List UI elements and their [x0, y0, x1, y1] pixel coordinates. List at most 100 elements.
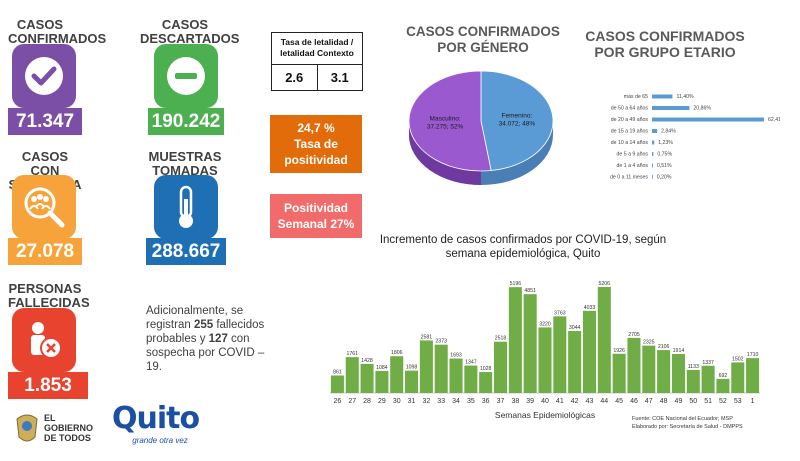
weekly-value-label: 1028 — [480, 366, 492, 372]
letalidad-table: Tasa de letalidad / letalidad Contexto 2… — [271, 32, 363, 91]
casos-confirmados-title: CASOS CONFIRMADOS — [8, 17, 107, 46]
weekly-value-label: 5206 — [599, 281, 611, 287]
muestras-icon-tile — [154, 175, 218, 239]
weekly-value-label: 1337 — [702, 360, 714, 366]
muestras-tomadas-title: MUESTRAS TOMADAS — [148, 149, 222, 178]
age-bar — [652, 94, 673, 99]
weekly-tick-label: 51 — [704, 398, 712, 405]
weekly-bar — [360, 363, 374, 393]
weekly-bar — [523, 294, 537, 393]
pie-label-masculino: Masculino: — [430, 116, 461, 123]
casos-descartados-value: 190.242 — [148, 108, 224, 135]
weekly-value-label: 2106 — [658, 344, 670, 350]
tasa-positividad-label-2: positividad — [284, 153, 348, 167]
weekly-chart-title: Incremento de casos confirmados por COVI… — [379, 234, 667, 260]
magnify-people-icon — [24, 187, 65, 228]
weekly-value-label: 1428 — [361, 358, 373, 364]
age-value-label: 62,41% — [768, 117, 780, 123]
personas-fallecidas-value: 1.853 — [8, 372, 88, 399]
age-category-label: más de 65 — [624, 94, 648, 100]
letalidad-header: Tasa de letalidad / letalidad Contexto — [272, 33, 362, 65]
age-value-label: 20,86% — [693, 106, 711, 112]
weekly-tick-label: 48 — [660, 398, 668, 405]
pie-value-femenino: 34.072; 48% — [499, 120, 536, 127]
weekly-tick-label: 29 — [378, 398, 386, 405]
weekly-tick-label: 34 — [452, 398, 460, 405]
weekly-bar — [330, 375, 344, 393]
weekly-value-label: 3763 — [554, 310, 566, 316]
tasa-positividad-value: 24,7 % — [297, 121, 335, 135]
weekly-value-label: 2705 — [628, 332, 640, 338]
age-group-bar-chart: más de 65 11,40% de 50 a 64 años 20,86% de 2… — [610, 94, 780, 181]
weekly-tick-label: 45 — [615, 398, 623, 405]
quito-logo-tagline: grande otra vez — [132, 436, 188, 445]
age-value-label: 1,23% — [658, 140, 673, 146]
age-value-label: 0,75% — [657, 152, 672, 158]
weekly-tick-label: 26 — [334, 398, 342, 405]
check-circle-icon — [25, 57, 63, 95]
age-bar — [652, 140, 655, 145]
weekly-tick-label: 35 — [467, 398, 475, 405]
fallecidas-icon-tile — [12, 308, 76, 372]
weekly-bar — [538, 327, 552, 393]
casos-con-sospecha-value: 27.078 — [8, 238, 82, 265]
weekly-bar — [405, 370, 419, 393]
weekly-bar — [582, 310, 597, 393]
quito-logo: Quito grande otra vez — [112, 404, 208, 448]
weekly-bar — [464, 365, 478, 393]
weekly-bar — [493, 341, 508, 393]
weekly-chart-xlabel: Semanas Epidemiológicas — [494, 410, 596, 420]
thermometer-icon — [179, 185, 193, 228]
age-category-label: de 1 a 4 años — [617, 163, 649, 169]
weekly-bar — [568, 330, 582, 393]
weekly-bar — [746, 358, 760, 393]
fallecidos-probables-note: Adicionalmente, se registran 255 falleci… — [146, 305, 265, 373]
weekly-bar — [419, 340, 433, 393]
person-x-icon — [31, 322, 62, 359]
weekly-value-label: 3044 — [569, 325, 581, 331]
weekly-bar — [375, 370, 389, 393]
weekly-bar — [701, 365, 715, 393]
weekly-bar-chart: 861 26 1761 27 1428 28 1084 29 1806 30 1098 31 2581 3… — [330, 281, 760, 405]
age-value-label: 11,40% — [676, 94, 694, 100]
weekly-bar — [612, 353, 626, 393]
age-category-label: de 20 a 49 años — [611, 117, 649, 123]
weekly-tick-label: 30 — [393, 398, 401, 405]
gender-pie-chart: Femenino:34.072; 48% Masculino:37.275; 52… — [408, 70, 554, 185]
gobierno-logo-text: EL GOBIERNO DE TODOS — [44, 413, 94, 443]
weekly-bar — [553, 316, 567, 393]
weekly-tick-label: 31 — [408, 398, 416, 405]
weekly-bar — [434, 344, 448, 393]
weekly-tick-label: 27 — [348, 398, 356, 405]
weekly-value-label: 1098 — [406, 365, 418, 371]
positividad-semanal-value: Semanal 27% — [277, 217, 355, 231]
weekly-value-label: 1806 — [391, 350, 403, 356]
weekly-tick-label: 43 — [586, 398, 594, 405]
weekly-tick-label: 32 — [422, 398, 430, 405]
age-value-label: 0,20% — [657, 175, 672, 181]
positividad-semanal-label: Positividad — [283, 201, 348, 215]
weekly-value-label: 1761 — [346, 351, 358, 357]
weekly-value-label: 3220 — [539, 321, 551, 327]
age-chart-title: CASOS CONFIRMADOS POR GRUPO ETARIO — [585, 28, 745, 60]
weekly-value-label: 1084 — [376, 365, 388, 371]
minus-circle-icon — [167, 57, 205, 95]
age-bar — [652, 106, 690, 110]
weekly-value-label: 2518 — [495, 336, 507, 342]
age-value-label: 2,84% — [661, 129, 676, 135]
quito-logo-word: Quito — [112, 401, 200, 436]
weekly-tick-label: 36 — [482, 398, 490, 405]
weekly-value-label: 2581 — [421, 334, 433, 340]
pie-label-femenino: Femenino: — [502, 112, 533, 119]
letalidad-contexto-value: 3.1 — [316, 65, 363, 90]
weekly-tick-label: 53 — [734, 398, 742, 405]
weekly-value-label: 1926 — [613, 348, 625, 354]
casos-descartados-title: CASOS DESCARTADOS — [140, 17, 240, 46]
weekly-bar — [627, 337, 641, 393]
age-bar — [652, 152, 654, 156]
tasa-positividad-box: 24,7 % Tasa de positividad — [270, 115, 362, 173]
weekly-tick-label: 38 — [511, 398, 519, 405]
weekly-value-label: 1914 — [673, 348, 685, 354]
weekly-bar — [671, 354, 685, 393]
age-category-label: de 5 a 9 años — [617, 152, 649, 158]
